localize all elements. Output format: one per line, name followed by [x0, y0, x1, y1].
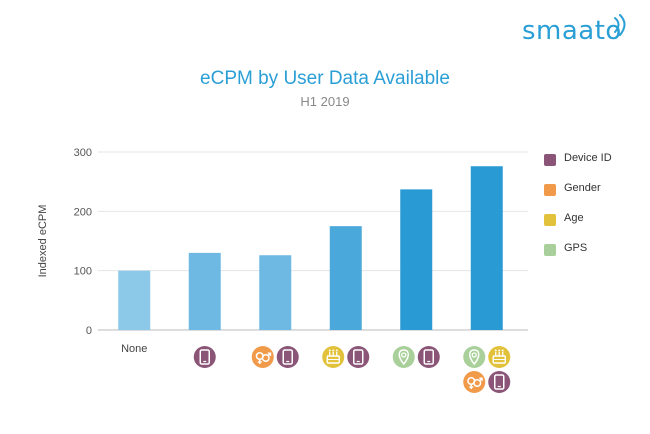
legend-label: Age — [564, 212, 584, 224]
legend-swatch — [544, 244, 556, 256]
bar — [118, 270, 151, 330]
device-id-icon — [193, 346, 216, 368]
legend-label: Device ID — [564, 152, 612, 164]
age-icon — [488, 346, 511, 368]
device-id-icon — [488, 371, 511, 393]
bar — [329, 226, 362, 330]
legend-swatch — [544, 214, 556, 226]
y-tick-label: 300 — [74, 147, 92, 159]
bar — [470, 166, 503, 330]
legend-swatch — [544, 154, 556, 166]
chart-title: eCPM by User Data Available — [200, 68, 450, 89]
y-tick-label: 0 — [86, 325, 92, 337]
legend-label: Gender — [564, 182, 601, 194]
gender-icon — [463, 371, 486, 393]
age-icon — [322, 346, 345, 368]
y-tick-label: 200 — [74, 206, 92, 218]
x-tick-label: None — [121, 343, 147, 355]
y-axis-label: Indexed eCPM — [37, 205, 49, 278]
bar — [400, 189, 433, 330]
brand-logo: smaato — [522, 16, 622, 46]
bar — [188, 252, 221, 330]
gps-icon — [463, 346, 486, 368]
y-tick-label: 100 — [74, 266, 92, 278]
chart-subtitle: H1 2019 — [300, 94, 350, 109]
bar — [259, 255, 292, 330]
gender-icon — [251, 346, 274, 368]
wifi-icon — [614, 14, 626, 36]
device-id-icon — [347, 346, 370, 368]
legend-swatch — [544, 184, 556, 196]
gps-icon — [392, 346, 415, 368]
device-id-icon — [417, 346, 440, 368]
device-id-icon — [276, 346, 299, 368]
legend-label: GPS — [564, 242, 588, 254]
